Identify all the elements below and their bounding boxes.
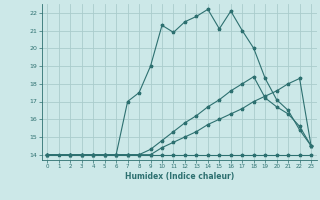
X-axis label: Humidex (Indice chaleur): Humidex (Indice chaleur) (124, 172, 234, 181)
